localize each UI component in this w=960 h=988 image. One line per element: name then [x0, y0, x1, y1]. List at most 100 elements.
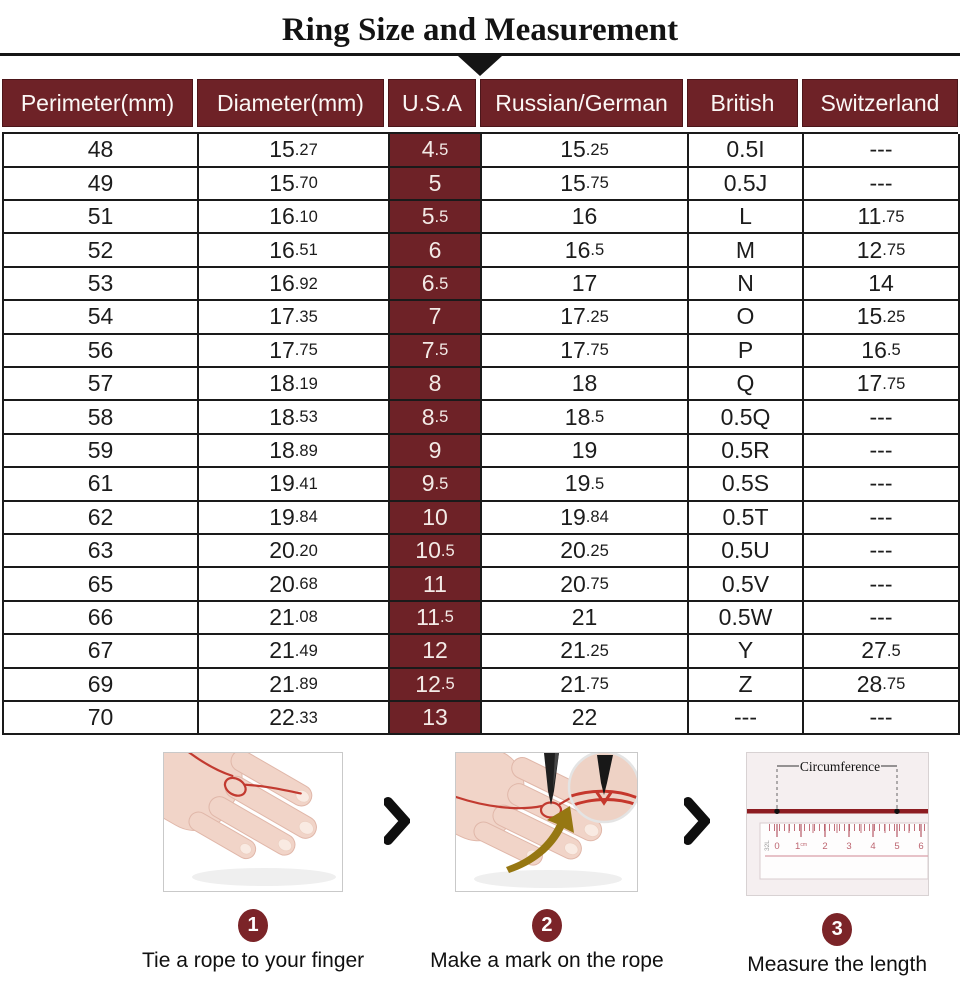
header-diameter: Diameter(mm) — [197, 79, 384, 128]
step-2-photo — [393, 730, 641, 893]
table-cell: N — [689, 267, 804, 302]
table-cell: Q — [689, 368, 804, 402]
table-cell: 12.5 — [390, 668, 482, 702]
header-usa: U.S.A — [388, 79, 476, 128]
table-cell: 15.27 — [199, 134, 390, 168]
table-cell: 15.75 — [482, 167, 689, 202]
table-cell: 21 — [482, 601, 689, 636]
table-cell: 57 — [4, 368, 199, 402]
table-cell: --- — [804, 701, 960, 736]
table-cell: 58 — [4, 401, 199, 435]
header-switzerland: Switzerland — [802, 79, 958, 128]
table-cell: 21.75 — [482, 668, 689, 702]
circumference-label: Circumference — [800, 759, 880, 774]
table-cell: 59 — [4, 434, 199, 469]
table-cell: --- — [804, 501, 960, 535]
table-cell: 20.25 — [482, 534, 689, 569]
step-3-badge: 3 — [822, 913, 853, 947]
chevron-right-icon — [682, 797, 712, 846]
table-cell: 17.75 — [804, 368, 960, 402]
table-cell: 19.5 — [482, 468, 689, 502]
table-cell: 0.5W — [689, 601, 804, 636]
table-cell: 7.5 — [390, 334, 482, 369]
ruler-numbers: 0 1cm 2 3 4 5 6 — [774, 841, 923, 852]
table-cell: --- — [689, 701, 804, 736]
hand-rope-illustration — [111, 717, 343, 892]
table-cell: O — [689, 301, 804, 335]
table-cell: 20.75 — [482, 568, 689, 602]
step-1: 1 Tie a rope to your finger — [111, 717, 365, 973]
table-cell: --- — [804, 601, 960, 636]
pen-icon — [544, 753, 560, 806]
step-3: Circumference — [745, 752, 929, 977]
table-cell: 54 — [4, 301, 199, 335]
mark-dot — [773, 808, 780, 815]
curved-arrow-icon — [506, 806, 575, 874]
table-cell: 16.92 — [199, 267, 390, 302]
title-divider — [0, 53, 960, 57]
table-header-row: Perimeter(mm) Diameter(mm) U.S.A Russian… — [2, 79, 958, 128]
table-cell: 6 — [390, 234, 482, 268]
table-cell: 14 — [804, 267, 960, 302]
table-cell: --- — [804, 534, 960, 569]
table-cell: 53 — [4, 267, 199, 302]
table-cell: 12.75 — [804, 234, 960, 268]
table-cell: 10 — [390, 501, 482, 535]
table-cell: 27.5 — [804, 635, 960, 669]
step-1-caption: Tie a rope to your finger — [142, 949, 365, 973]
table-cell: 19.84 — [199, 501, 390, 535]
svg-text:5: 5 — [894, 841, 899, 852]
header-perimeter: Perimeter(mm) — [2, 79, 193, 128]
table-cell: 63 — [4, 534, 199, 569]
step-3-photo: Circumference — [745, 752, 929, 897]
table-cell: 16 — [482, 201, 689, 235]
mark-dot — [893, 808, 900, 815]
step-2-caption: Make a mark on the rope — [430, 949, 664, 973]
step-2-badge: 2 — [531, 909, 562, 943]
table-cell: 18 — [482, 368, 689, 402]
table-cell: 19.41 — [199, 468, 390, 502]
ruler-icon: 0 1cm 2 3 4 5 6 32L — [759, 822, 929, 880]
table-cell: 18.89 — [199, 434, 390, 469]
table-cell: 48 — [4, 134, 199, 168]
header-british: British — [687, 79, 798, 128]
table-cell: 16.10 — [199, 201, 390, 235]
table-cell: 18.19 — [199, 368, 390, 402]
table-cell: 18.5 — [482, 401, 689, 435]
svg-text:3: 3 — [846, 841, 851, 852]
table-cell: Z — [689, 668, 804, 702]
table-cell: 66 — [4, 601, 199, 636]
table-cell: 21.49 — [199, 635, 390, 669]
triangle-down-icon — [458, 56, 502, 77]
svg-text:4: 4 — [870, 841, 875, 852]
table-cell: 5.5 — [390, 201, 482, 235]
table-cell: --- — [804, 401, 960, 435]
table-cell: --- — [804, 434, 960, 469]
table-cell: 19.84 — [482, 501, 689, 535]
table-cell: 10.5 — [390, 534, 482, 569]
svg-text:1cm: 1cm — [795, 841, 807, 852]
table-cell: 15.25 — [804, 301, 960, 335]
table-cell: 5 — [390, 167, 482, 202]
table-cell: 62 — [4, 501, 199, 535]
table-cell: --- — [804, 167, 960, 202]
measurement-steps: 1 Tie a rope to your finger — [0, 717, 960, 977]
table-cell: 13 — [390, 701, 482, 736]
table-cell: 17.25 — [482, 301, 689, 335]
table-cell: 49 — [4, 167, 199, 202]
table-cell: L — [689, 201, 804, 235]
table-cell: 0.5U — [689, 534, 804, 569]
chevron-right-icon — [383, 797, 412, 846]
table-cell: 0.5S — [689, 468, 804, 502]
header-russian-german: Russian/German — [480, 79, 683, 128]
table-cell: 0.5I — [689, 134, 804, 168]
table-cell: 6.5 — [390, 267, 482, 302]
table-cell: 16.5 — [804, 334, 960, 369]
svg-text:6: 6 — [918, 841, 923, 852]
table-cell: 28.75 — [804, 668, 960, 702]
table-cell: --- — [804, 134, 960, 168]
table-cell: 0.5J — [689, 167, 804, 202]
dashed-guides — [776, 769, 898, 809]
table-cell: --- — [804, 468, 960, 502]
table-cell: 21.08 — [199, 601, 390, 636]
